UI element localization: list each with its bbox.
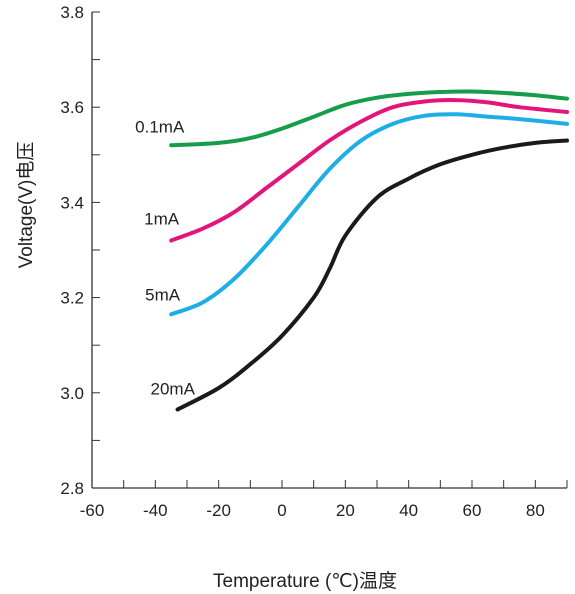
series-label: 5mA (145, 285, 181, 304)
series-line-01mA (169, 89, 569, 148)
y-tick-label: 3.0 (60, 384, 84, 403)
series-line-5mA (169, 112, 569, 317)
x-tick-label: 40 (399, 501, 418, 520)
series-label: 1mA (144, 209, 180, 228)
tick-labels: 2.8 3.0 3.2 3.4 3.6 3.8 -60 -40 -20 0 20 40 60 80 (60, 3, 544, 520)
y-tick-label: 3.2 (60, 289, 84, 308)
x-tick-label: 20 (336, 501, 355, 520)
series-line-1mA (169, 98, 569, 243)
x-axis-title: Temperature (℃)温度 (213, 570, 397, 592)
y-tick-label: 3.6 (60, 98, 84, 117)
axes (91, 12, 567, 489)
x-tick-label: -60 (80, 501, 105, 520)
tick-marks (91, 11, 568, 489)
series-line-20mA (175, 138, 569, 412)
x-tick-label: -40 (143, 501, 168, 520)
x-tick-label: -20 (206, 501, 231, 520)
series-lines (169, 89, 569, 412)
x-tick-label: 0 (277, 501, 286, 520)
series-label: 20mA (151, 379, 196, 398)
y-tick-label: 3.8 (60, 3, 84, 22)
y-tick-label: 3.4 (60, 193, 84, 212)
series-label: 0.1mA (135, 117, 185, 136)
series-labels: 0.1mA 1mA 5mA 20mA (135, 117, 195, 398)
x-tick-label: 80 (526, 501, 545, 520)
y-tick-label: 2.8 (60, 479, 84, 498)
y-axis-title: Voltage(V)电压 (15, 142, 37, 269)
x-tick-label: 60 (463, 501, 482, 520)
